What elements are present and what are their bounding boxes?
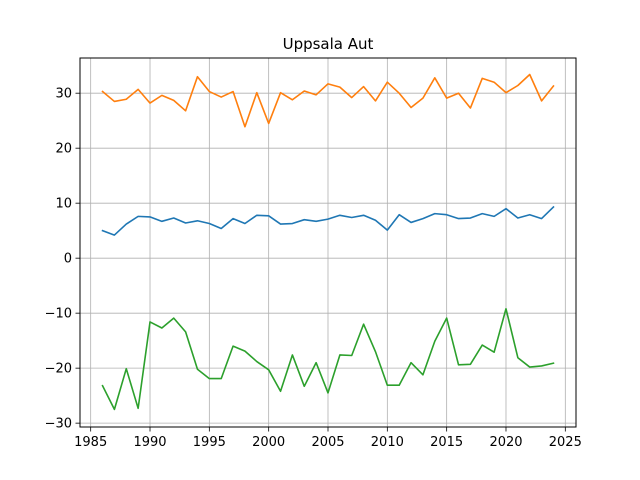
y-tick-label: −20 bbox=[45, 362, 72, 377]
x-tick-label: 1985 bbox=[74, 435, 107, 450]
y-tick-label: 30 bbox=[55, 87, 72, 102]
x-tick-label: 2025 bbox=[549, 435, 582, 450]
grid bbox=[80, 58, 576, 427]
series-line-2 bbox=[101, 73, 555, 128]
x-tick-label: 2005 bbox=[311, 435, 344, 450]
y-axis: −30 −20 −10 0 10 20 30 bbox=[45, 87, 80, 432]
x-tick-label: 2000 bbox=[252, 435, 285, 450]
chart-title: Uppsala Aut bbox=[283, 35, 374, 53]
plot-lines bbox=[101, 73, 555, 411]
y-tick-label: 0 bbox=[64, 252, 72, 267]
series-line-1 bbox=[101, 205, 555, 236]
x-tick-label: 2020 bbox=[489, 435, 522, 450]
x-tick-label: 1995 bbox=[193, 435, 226, 450]
series-line-3 bbox=[101, 307, 555, 411]
y-tick-label: 10 bbox=[55, 197, 72, 212]
y-tick-label: 20 bbox=[55, 142, 72, 157]
x-tick-label: 2010 bbox=[371, 435, 404, 450]
x-tick-label: 2015 bbox=[430, 435, 463, 450]
y-tick-label: −10 bbox=[45, 307, 72, 322]
y-tick-label: −30 bbox=[45, 417, 72, 432]
x-tick-label: 1990 bbox=[133, 435, 166, 450]
x-axis: 1985 1990 1995 2000 2005 2010 2015 2020 2025 bbox=[74, 427, 582, 450]
